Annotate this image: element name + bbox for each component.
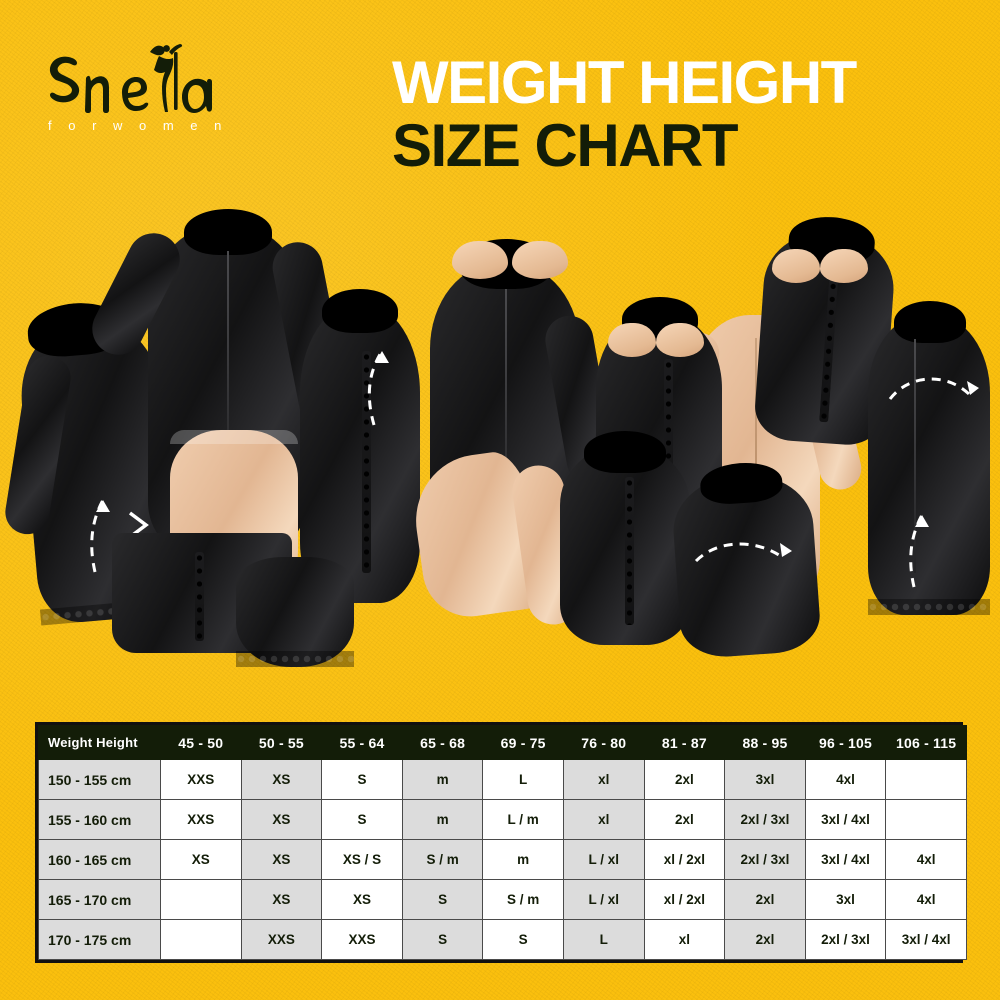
cell-1-9 <box>885 799 967 840</box>
cell-3-7: 2xl <box>724 879 806 920</box>
cell-4-4: S <box>482 919 564 960</box>
row-label-3: 165 - 170 cm <box>38 879 161 920</box>
cell-3-2: XS <box>321 879 403 920</box>
page-title: WEIGHT HEIGHT SIZE CHART <box>392 52 972 178</box>
column-header-0: 45 - 50 <box>160 725 242 760</box>
table-row: 155 - 160 cm XXS XS S m L / m xl 2xl 2xl… <box>38 799 967 840</box>
cell-0-9 <box>885 759 967 800</box>
row-label-0: 150 - 155 cm <box>38 759 161 800</box>
cell-2-0: XS <box>160 839 242 880</box>
column-header-1: 50 - 55 <box>240 725 323 760</box>
cell-1-3: m <box>401 799 484 840</box>
cell-3-3: S <box>401 879 484 920</box>
cell-3-5: L / xl <box>562 879 645 920</box>
cell-2-2: XS / S <box>321 839 403 880</box>
column-header-8: 96 - 105 <box>804 725 887 760</box>
garment-bra-cup-upper-right-right <box>820 249 868 283</box>
table-row: 150 - 155 cm XXS XS S m L xl 2xl 3xl 4xl <box>38 759 967 800</box>
cell-4-7: 2xl <box>724 919 806 960</box>
table-row: 170 - 175 cm XXS XXS S S L xl 2xl 2xl / … <box>38 919 967 960</box>
garment-bra-cup-right-1-left <box>608 323 656 357</box>
size-chart-table-wrapper: Weight Height 45 - 50 50 - 55 55 - 64 65… <box>35 722 967 963</box>
cell-2-7: 2xl / 3xl <box>724 839 806 880</box>
cell-3-0 <box>160 879 242 920</box>
cell-4-8: 2xl / 3xl <box>804 919 887 960</box>
column-header-5: 76 - 80 <box>562 725 645 760</box>
garment-shapewear-lower-right <box>669 460 823 660</box>
row-label-1: 155 - 160 cm <box>38 799 161 840</box>
garment-shapewear-lower-mid <box>560 431 690 645</box>
cell-0-3: m <box>401 759 484 800</box>
column-header-7: 88 - 95 <box>724 725 806 760</box>
brand-tagline: f o r w o m e n <box>48 118 228 133</box>
cell-1-8: 3xl / 4xl <box>804 799 887 840</box>
cell-0-4: L <box>482 759 564 800</box>
cell-3-4: S / m <box>482 879 564 920</box>
garment-bra-cup-right-1-right <box>656 323 704 357</box>
cell-1-5: xl <box>562 799 645 840</box>
cell-3-9: 4xl <box>885 879 967 920</box>
snella-wordmark-icon <box>49 44 212 113</box>
cell-0-5: xl <box>562 759 645 800</box>
table-row: 165 - 170 cm XS XS S S / m L / xl xl / 2… <box>38 879 967 920</box>
garment-bra-cup-center-right <box>512 241 568 279</box>
corner-header-weight-height: Weight Height <box>38 725 161 760</box>
cell-4-1: XXS <box>240 919 323 960</box>
column-header-9: 106 - 115 <box>885 725 967 760</box>
cell-2-5: L / xl <box>562 839 645 880</box>
cell-1-1: XS <box>240 799 323 840</box>
cell-1-7: 2xl / 3xl <box>724 799 806 840</box>
cell-2-3: S / m <box>401 839 484 880</box>
cell-0-8: 4xl <box>804 759 887 800</box>
column-header-6: 81 - 87 <box>643 725 726 760</box>
cell-1-2: S <box>321 799 403 840</box>
cell-1-0: XXS <box>160 799 242 840</box>
garment-vest-center <box>300 289 420 603</box>
cell-3-8: 3xl <box>804 879 887 920</box>
row-label-4: 170 - 175 cm <box>38 919 161 960</box>
cell-0-2: S <box>321 759 403 800</box>
brand-logo[interactable]: f o r w o m e n <box>38 38 248 148</box>
cell-0-1: XS <box>240 759 323 800</box>
table-header-row: Weight Height 45 - 50 50 - 55 55 - 64 65… <box>38 725 967 760</box>
cell-4-6: xl <box>643 919 726 960</box>
table-row: 160 - 165 cm XS XS XS / S S / m m L / xl… <box>38 839 967 880</box>
garment-bra-cup-center-left <box>452 241 508 279</box>
cell-3-6: xl / 2xl <box>643 879 726 920</box>
title-line-1: WEIGHT HEIGHT <box>392 49 857 116</box>
cell-2-9: 4xl <box>885 839 967 880</box>
cell-4-5: L <box>562 919 645 960</box>
size-chart-table: Weight Height 45 - 50 50 - 55 55 - 64 65… <box>38 725 967 960</box>
garment-bra-cup-upper-right-left <box>772 249 820 283</box>
column-header-3: 65 - 68 <box>401 725 484 760</box>
product-collage <box>0 205 1000 705</box>
cell-0-7: 3xl <box>724 759 806 800</box>
garment-shaping-panty <box>236 557 354 667</box>
cell-1-6: 2xl <box>643 799 726 840</box>
cell-4-2: XXS <box>321 919 403 960</box>
page-header: f o r w o m e n WEIGHT HEIGHT SIZE CHART <box>0 0 1000 210</box>
cell-4-0 <box>160 919 242 960</box>
garment-bodysuit-far-right <box>868 301 990 615</box>
column-header-4: 69 - 75 <box>482 725 564 760</box>
column-header-2: 55 - 64 <box>321 725 403 760</box>
cell-2-6: xl / 2xl <box>643 839 726 880</box>
cell-3-1: XS <box>240 879 323 920</box>
cell-4-9: 3xl / 4xl <box>885 919 967 960</box>
cell-2-1: XS <box>240 839 323 880</box>
title-line-2: SIZE CHART <box>392 112 739 179</box>
cell-0-6: 2xl <box>643 759 726 800</box>
cell-1-4: L / m <box>482 799 564 840</box>
cell-4-3: S <box>401 919 484 960</box>
cell-0-0: XXS <box>160 759 242 800</box>
row-label-2: 160 - 165 cm <box>38 839 161 880</box>
cell-2-4: m <box>482 839 564 880</box>
cell-2-8: 3xl / 4xl <box>804 839 887 880</box>
